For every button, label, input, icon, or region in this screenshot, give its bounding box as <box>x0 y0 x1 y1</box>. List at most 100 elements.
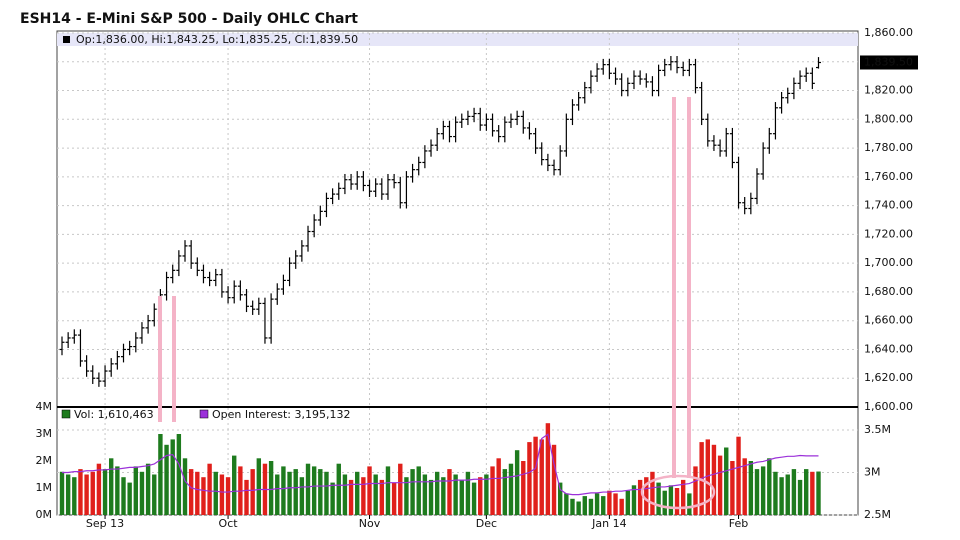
volume-bar <box>250 469 255 515</box>
y-tick-label: 1,680.00 <box>864 285 913 298</box>
volume-bar <box>416 466 421 515</box>
volume-bar <box>121 477 126 515</box>
volume-bar <box>72 477 77 515</box>
volume-bar <box>441 477 446 515</box>
volume-bar <box>361 477 366 515</box>
volume-bar <box>170 439 175 515</box>
y-tick-label: 1,600.00 <box>864 400 913 413</box>
x-tick-label: Nov <box>359 517 381 530</box>
volume-bar <box>410 469 415 515</box>
volume-bar <box>139 471 145 515</box>
y-tick-label: 1,740.00 <box>864 199 913 212</box>
volume-bar <box>256 458 262 515</box>
volume-bar <box>496 458 501 515</box>
volume-bar <box>619 498 624 515</box>
volume-bar <box>311 466 317 515</box>
volume-bar <box>785 474 790 515</box>
volume-bar <box>668 485 674 515</box>
x-tick-label: Sep 13 <box>86 517 124 530</box>
volume-bar <box>656 482 661 515</box>
volume-bar <box>533 436 538 515</box>
y-tick-label: 1,620.00 <box>864 371 913 384</box>
volume-bar <box>348 479 354 515</box>
volume-bar <box>613 493 618 515</box>
volume-bar <box>355 471 360 515</box>
volume-bar <box>754 469 760 515</box>
volume-bar <box>810 471 815 515</box>
volume-bar <box>453 474 458 515</box>
volume-bar <box>133 466 139 515</box>
volume-bar <box>115 466 120 515</box>
y-tick-label: 1,660.00 <box>864 314 913 327</box>
volume-bar <box>730 461 735 515</box>
volume-bar <box>637 479 643 515</box>
volume-bar <box>109 458 114 515</box>
y2-tick-label: 2.5M <box>864 508 891 521</box>
volume-bar <box>607 490 612 515</box>
volume-bar <box>281 466 286 515</box>
volume-bar <box>213 471 218 515</box>
volume-bar <box>465 471 471 515</box>
info-bar <box>57 33 858 46</box>
volume-bar <box>422 474 428 515</box>
volume-bar <box>299 477 305 515</box>
volume-bar <box>219 474 225 515</box>
volume-bar <box>324 471 329 515</box>
volume-bar <box>201 477 206 515</box>
y-tick-label: 1,860.00 <box>864 26 913 39</box>
volume-bar <box>244 479 249 515</box>
chart-title: ESH14 - E-Mini S&P 500 - Daily OHLC Char… <box>20 11 358 27</box>
y-tick-label: 1,780.00 <box>864 141 913 154</box>
volume-bar <box>78 469 83 515</box>
volume-bar <box>490 466 495 515</box>
volume-bar <box>680 479 686 515</box>
volume-bar <box>127 482 132 515</box>
y-tick-label: 1,800.00 <box>864 112 913 125</box>
volume-bar <box>601 496 606 515</box>
volume-bar <box>502 469 508 515</box>
volume-bar <box>176 434 182 515</box>
volume-bar <box>268 461 274 515</box>
volume-bar <box>305 463 311 515</box>
volume-bar <box>478 477 483 515</box>
volume-bar <box>557 482 563 515</box>
volume-bar <box>644 477 649 515</box>
volume-bar <box>625 490 631 515</box>
annotation <box>158 97 716 510</box>
volume-bar <box>145 463 151 515</box>
volume-bar <box>521 461 526 515</box>
y-tick-label: 0M <box>36 508 53 521</box>
volume-bar <box>674 488 680 515</box>
volume-bar <box>576 501 581 515</box>
volume-bar <box>736 436 741 515</box>
volume-bar <box>631 485 637 515</box>
volume-bar <box>232 455 237 515</box>
legend-label: Vol: 1,610,463 <box>74 408 154 421</box>
volume-bar <box>705 439 710 515</box>
volume-bar <box>797 479 803 515</box>
volume-bar <box>582 496 587 515</box>
volume-bar <box>508 463 514 515</box>
volume-bar <box>447 469 452 515</box>
volume-bar <box>779 477 784 515</box>
volume-bar <box>551 444 557 515</box>
volume-bar <box>336 463 341 515</box>
volume-bar <box>164 444 169 515</box>
volume-bar <box>59 471 65 515</box>
volume-bar <box>687 493 692 515</box>
volume-bar <box>459 479 464 515</box>
y-tick-label: 1,640.00 <box>864 342 913 355</box>
x-tick-label: Dec <box>476 517 497 530</box>
volume-bar <box>803 469 809 515</box>
legend-label: Open Interest: 3,195,132 <box>212 408 350 421</box>
y2-tick-label: 3.5M <box>864 423 891 436</box>
legend-swatch <box>199 409 209 419</box>
plot-frame <box>56 30 859 516</box>
volume-bar <box>650 471 655 515</box>
volume-bar <box>434 471 440 515</box>
volume-bar <box>564 493 569 515</box>
ohlc-info: Op:1,836.00, Hi:1,843.25, Lo:1,835.25, C… <box>76 33 358 46</box>
volume-bar <box>373 474 378 515</box>
y-tick-label: 1,820.00 <box>864 84 913 97</box>
